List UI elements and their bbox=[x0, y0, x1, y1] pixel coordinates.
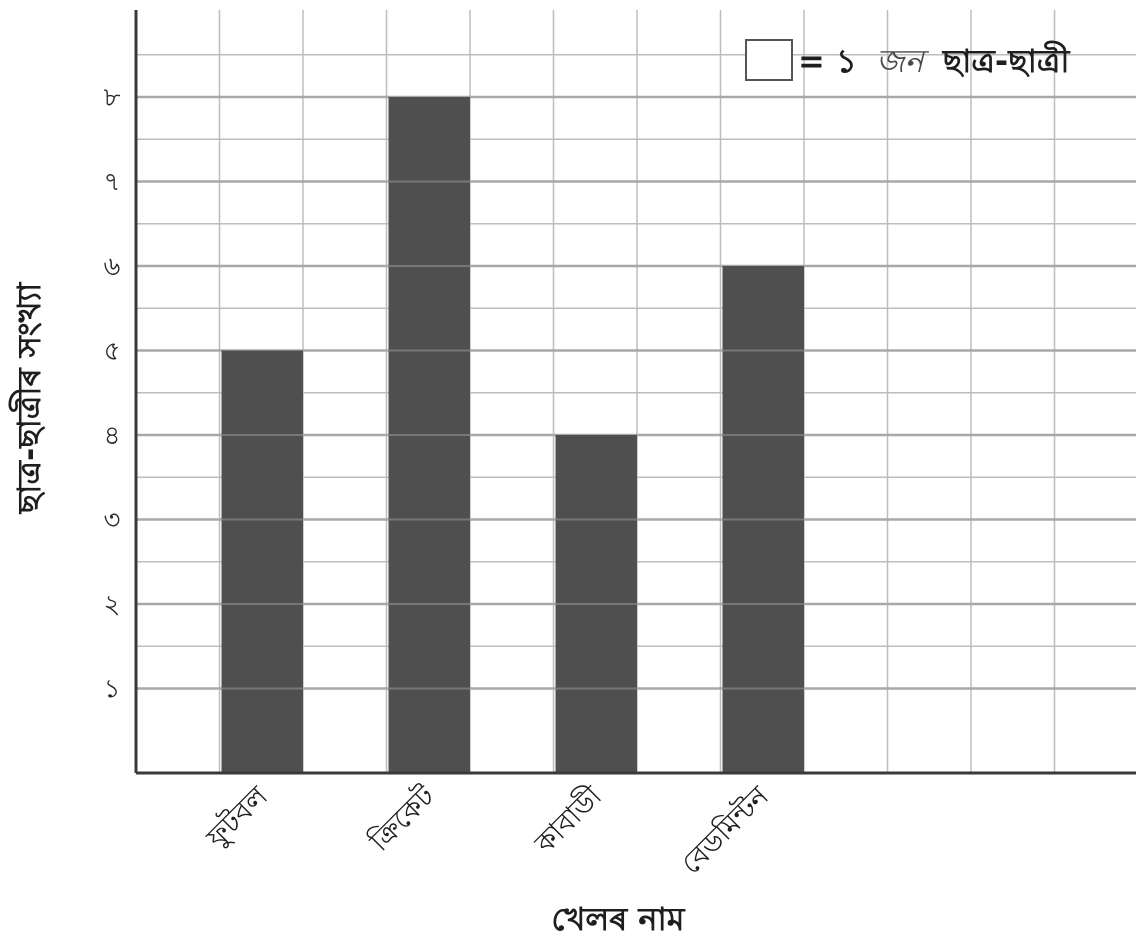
y-axis-title: ছাত্র-ছাত্রীৰ সংখ্যা bbox=[8, 281, 48, 514]
y-tick-label: ১ bbox=[104, 675, 121, 705]
bar-1 bbox=[221, 350, 303, 773]
x-category-label: ক্রিকেট bbox=[362, 778, 442, 858]
y-tick-label: ৬ bbox=[104, 252, 121, 282]
x-category-label: ফুটবল bbox=[198, 778, 275, 855]
y-tick-label: ৫ bbox=[104, 337, 121, 367]
x-axis-title: খেলৰ নাম bbox=[551, 900, 685, 938]
legend-unit-square bbox=[745, 39, 793, 81]
y-tick-label: ৪ bbox=[104, 421, 121, 451]
legend-text: = ১ জন ছাত্র-ছাত্ৰী bbox=[798, 40, 1071, 80]
y-tick-label: ৭ bbox=[104, 168, 121, 198]
x-category-labels: ফুটবল ক্রিকেট কাবাডী বেডমিন্টন bbox=[198, 778, 776, 881]
y-tick-label: ৩ bbox=[104, 506, 121, 536]
legend-accent: জন bbox=[876, 42, 930, 80]
y-tick-labels: ১ ২ ৩ ৪ ৫ ৬ ৭ ৮ bbox=[104, 83, 121, 705]
y-tick-label: ২ bbox=[104, 590, 121, 620]
legend: = ১ জন ছাত্র-ছাত্ৰী bbox=[745, 39, 1071, 81]
x-category-label: বেডমিন্টন bbox=[673, 778, 776, 881]
legend-suffix: ছাত্র-ছাত্ৰী bbox=[942, 40, 1072, 80]
legend-prefix: = ১ bbox=[798, 42, 857, 80]
axes bbox=[134, 10, 1136, 775]
y-tick-label: ৮ bbox=[104, 83, 121, 113]
x-category-label: কাবাডী bbox=[527, 778, 609, 860]
bars bbox=[221, 97, 804, 773]
